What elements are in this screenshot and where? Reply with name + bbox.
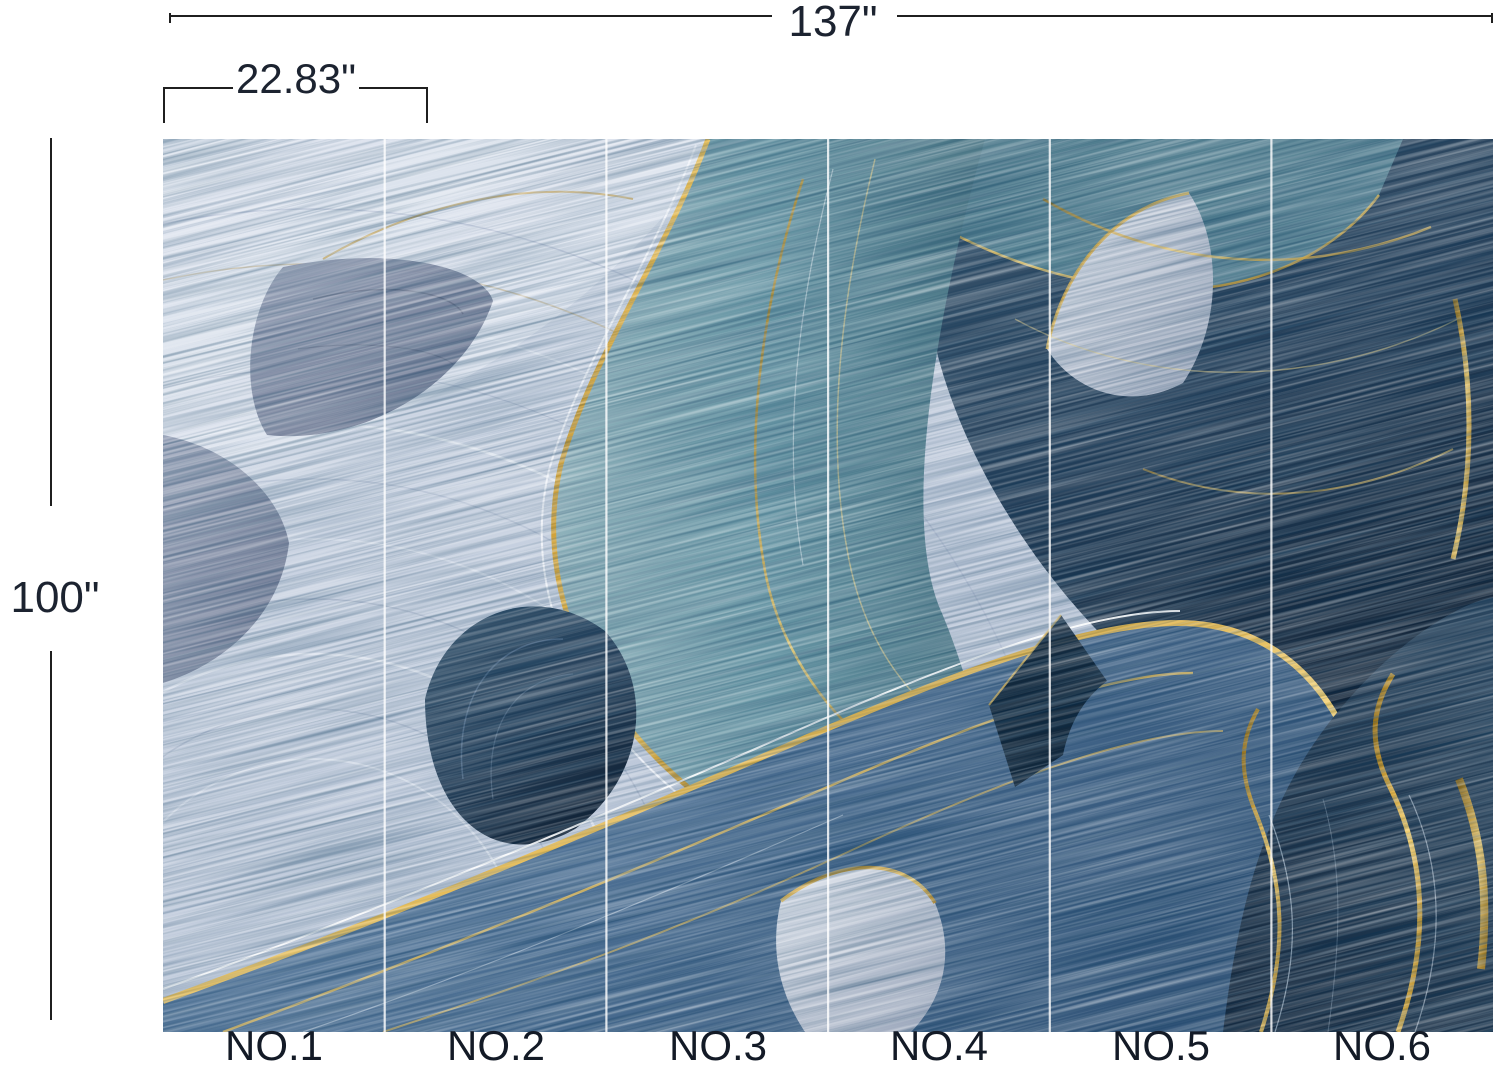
panel-label-1: NO.1: [224, 1022, 324, 1069]
panel-bracket-end-right: [426, 87, 428, 123]
panel-label-3: NO.3: [668, 1022, 768, 1069]
panel-bracket-end-left: [163, 87, 165, 123]
total-height-label: 100": [10, 573, 100, 622]
left-dimension-line-bottom: [50, 651, 52, 1020]
panel-bracket-line-right: [359, 87, 428, 89]
panel-seams: [383, 139, 1273, 1032]
panel-label-4: NO.4: [889, 1022, 989, 1069]
panel-width-label: 22.83": [235, 55, 356, 102]
top-dimension-line-left: [170, 15, 772, 17]
mural-art: [163, 139, 1493, 1032]
panel-label-6: NO.6: [1332, 1022, 1432, 1069]
top-dimension-tick-right: [1491, 13, 1493, 23]
top-dimension-tick-left: [169, 13, 171, 23]
mural-preview: [163, 139, 1493, 1032]
total-width-label: 137": [788, 0, 878, 46]
panel-label-2: NO.2: [446, 1022, 546, 1069]
top-dimension-line-right: [897, 15, 1493, 17]
left-dimension-line-top: [50, 138, 52, 506]
panel-bracket-line-left: [163, 87, 233, 89]
panel-label-5: NO.5: [1111, 1022, 1211, 1069]
